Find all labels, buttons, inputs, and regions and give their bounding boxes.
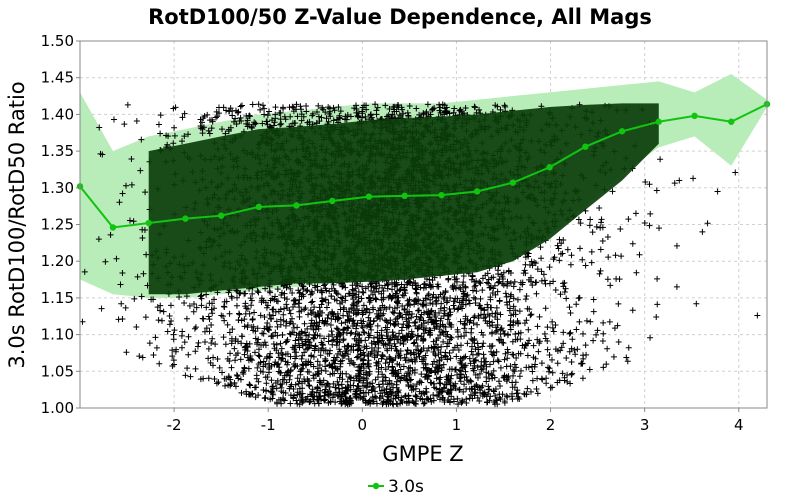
series-point (582, 143, 589, 150)
series-point (145, 219, 152, 227)
y-tick-label: 1.05 (41, 362, 74, 380)
x-tick-label: 3 (640, 416, 650, 434)
series-point (728, 118, 735, 125)
legend: 3.0s (368, 477, 424, 497)
series-point (473, 188, 481, 195)
x-tick-label: 2 (546, 416, 556, 434)
series-point (618, 128, 626, 135)
series-point (691, 112, 698, 120)
y-tick-label: 1.20 (41, 252, 74, 270)
series-point (182, 215, 189, 222)
y-tick-label: 1.10 (41, 326, 74, 344)
series-point (509, 179, 517, 186)
series-point (546, 164, 553, 171)
series-line (76, 100, 771, 231)
y-tick-label: 1.30 (41, 179, 74, 197)
series-line-path (79, 103, 768, 229)
chart-title: RotD100/50 Z-Value Dependence, All Mags (148, 5, 652, 29)
x-tick-label: -2 (167, 416, 182, 434)
series-point (217, 212, 225, 219)
x-axis-title: GMPE Z (382, 442, 463, 466)
x-tick-label: 4 (734, 416, 744, 434)
y-tick-label: 1.40 (41, 105, 74, 123)
y-tick-label: 1.50 (41, 32, 74, 50)
y-axis-ticks: 1.00 1.05 1.10 1.15 1.20 1.25 1.30 1.35 1.40 1.45… (41, 32, 80, 417)
series-point (365, 193, 373, 200)
y-tick-label: 1.45 (41, 69, 74, 87)
series-point (438, 191, 445, 199)
y-axis-title: 3.0s RotD100/RotD50 Ratio (5, 81, 29, 368)
x-axis-ticks: -2 -1 0 1 2 3 4 (167, 408, 744, 434)
x-tick-label: 0 (358, 416, 368, 434)
x-tick-label: -1 (261, 416, 276, 434)
series-point (293, 202, 300, 209)
series-point (329, 197, 336, 205)
x-tick-label: 1 (452, 416, 462, 434)
y-tick-label: 1.35 (41, 142, 74, 160)
legend-label: 3.0s (388, 477, 424, 497)
y-tick-label: 1.00 (41, 399, 74, 417)
series-point (109, 224, 117, 231)
legend-point-marker (372, 482, 380, 490)
y-tick-label: 1.25 (41, 216, 74, 234)
series-point (655, 118, 662, 125)
series-point (401, 192, 408, 200)
y-tick-label: 1.15 (41, 289, 74, 307)
series-point (255, 203, 263, 211)
